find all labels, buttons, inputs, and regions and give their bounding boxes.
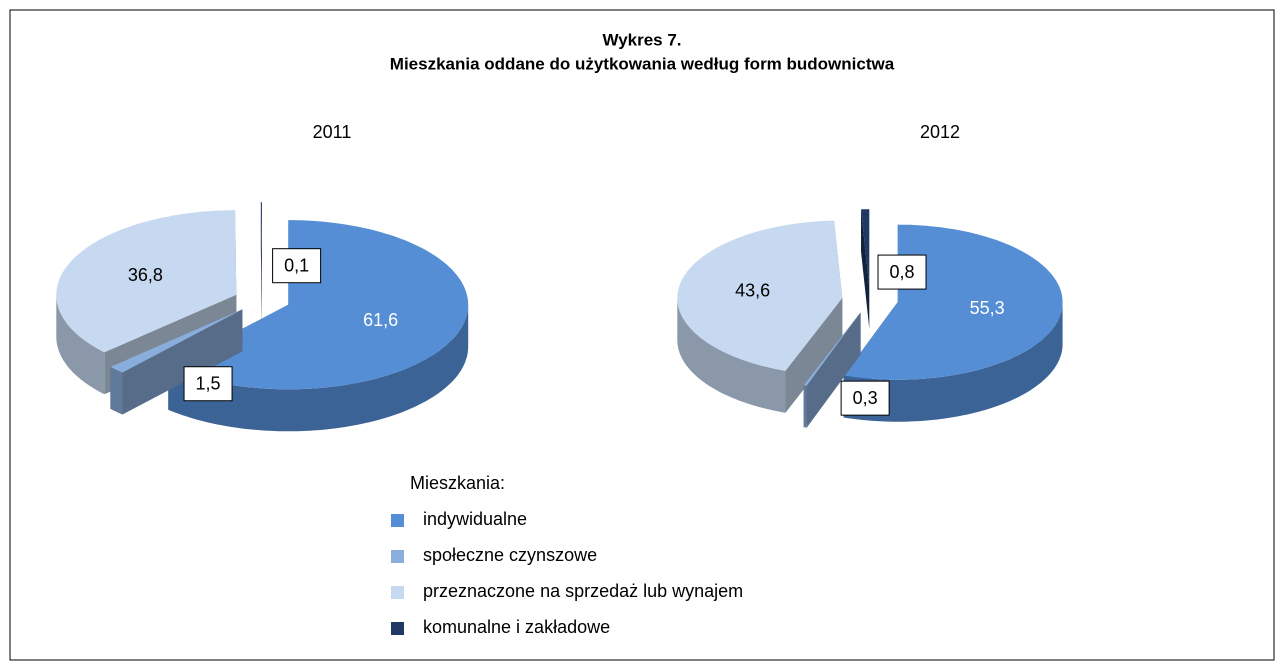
slice-side (785, 298, 843, 413)
data-label: 0,1 (284, 255, 309, 275)
pie-title: 2012 (920, 122, 960, 142)
data-label: 43,6 (735, 280, 770, 300)
slice-wall (56, 294, 105, 395)
legend-swatch (391, 586, 404, 599)
slice-side (803, 312, 861, 428)
data-label: 55,3 (970, 298, 1005, 318)
label-box (840, 380, 890, 416)
slice-top (56, 210, 237, 353)
data-label: 0,8 (890, 262, 915, 282)
data-label: 36,8 (128, 265, 163, 285)
legend-swatch (391, 514, 404, 527)
data-label: 61,6 (363, 310, 398, 330)
slice-wall (110, 366, 123, 415)
label-box (183, 366, 233, 402)
legend-label: indywidualne (423, 509, 527, 529)
slice (803, 312, 861, 428)
slice (677, 220, 843, 413)
slice-wall (803, 385, 807, 428)
chart-subtitle: Mieszkania oddane do użytkowania według … (390, 54, 895, 73)
slice-side (861, 209, 870, 329)
slice-top (110, 309, 243, 373)
chart-title: Wykres 7. (602, 30, 681, 49)
legend-swatch (391, 550, 404, 563)
legend-title: Mieszkania: (410, 473, 505, 493)
slice-top (677, 220, 843, 371)
data-label: 0,3 (853, 388, 878, 408)
slice-wall (168, 304, 469, 432)
slice-top (260, 202, 262, 287)
legend-label: przeznaczone na sprzedaż lub wynajem (423, 581, 743, 601)
pie-title: 2011 (313, 122, 352, 142)
slice-top (803, 312, 861, 386)
slice-wall (843, 302, 1063, 422)
data-label: 1,5 (196, 373, 221, 393)
legend-swatch (391, 622, 404, 635)
label-box (877, 254, 927, 290)
slice (260, 202, 262, 329)
slice-top (168, 220, 469, 390)
slice-side (260, 202, 262, 329)
slice-wall (677, 298, 786, 413)
legend-label: społeczne czynszowe (423, 545, 597, 565)
legend-label: komunalne i zakładowe (423, 617, 610, 637)
slice (861, 209, 870, 329)
slice (110, 309, 243, 415)
label-box (272, 248, 322, 284)
slice-top (861, 209, 870, 287)
slice-side (110, 309, 243, 409)
